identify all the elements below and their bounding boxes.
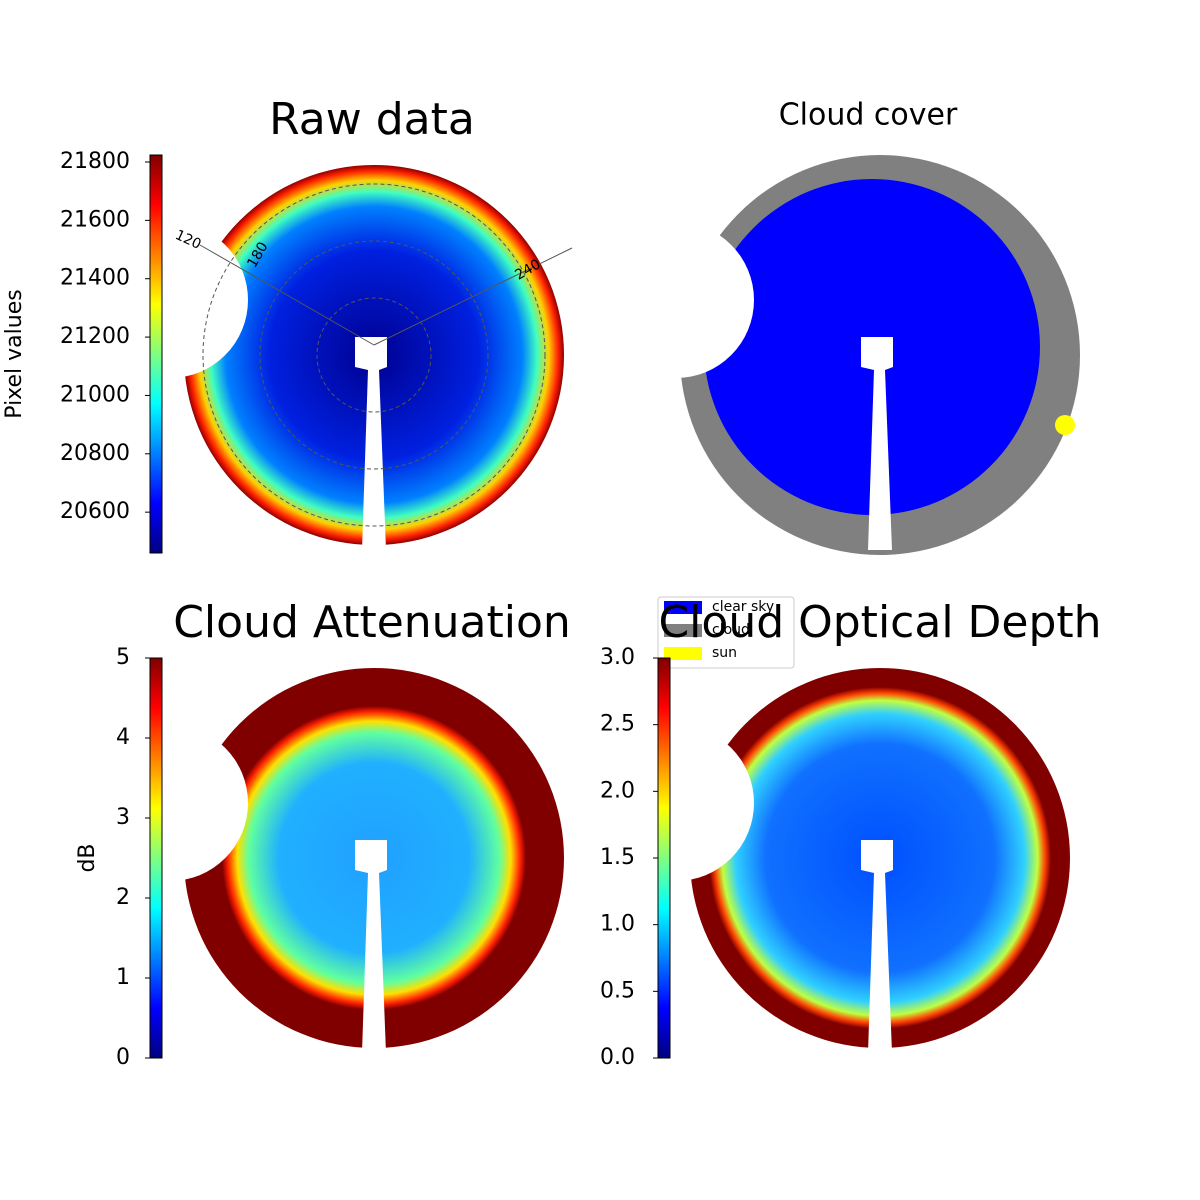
sun: [1055, 415, 1075, 435]
colorbar-tick-label: 21600: [60, 207, 130, 232]
legend-label: clear sky: [712, 599, 774, 615]
colorbar-tick-label: 1.0: [600, 912, 635, 937]
polar-grid: [316, 297, 432, 413]
colorbar-tick-label: 21800: [60, 149, 130, 174]
panel-title: Cloud Optical Depth: [658, 597, 1101, 648]
colorbar-tick-label: 20600: [60, 499, 130, 524]
colorbar: [149, 657, 163, 1059]
colorbar-tick-label: 3: [116, 805, 130, 830]
image-mask: [861, 337, 893, 550]
legend-swatch: [664, 624, 702, 637]
colorbar: [657, 657, 671, 1059]
polar-axis: [199, 244, 375, 346]
colorbar-tick-label: 21000: [60, 382, 130, 407]
colorbar-tick-label: 2: [116, 885, 130, 910]
colorbar-tick-label: 21200: [60, 324, 130, 349]
colorbar-tick-label: 2.0: [600, 778, 635, 803]
panel-title: Raw data: [269, 94, 475, 145]
colorbar-tick-label: 3.0: [600, 645, 635, 670]
image-mask: [861, 840, 893, 1053]
colorbar-tick-label: 2.5: [600, 712, 635, 737]
polar-grid: [259, 240, 489, 470]
colorbar-tick-label: 5: [116, 645, 130, 670]
image-mask: [355, 840, 387, 1053]
colorbar-label: dB: [75, 843, 100, 872]
polar-grid: [202, 183, 546, 527]
colorbar-tick-label: 1: [116, 965, 130, 990]
image-mask: [92, 725, 248, 881]
legend-label: cloud: [712, 622, 750, 638]
colorbar-tick-label: 0: [116, 1045, 130, 1070]
image-mask: [92, 222, 248, 378]
polar-axis: [373, 247, 573, 346]
image-mask: [598, 222, 754, 378]
panel-title: Cloud Attenuation: [173, 597, 571, 648]
panel-title: Cloud cover: [779, 98, 958, 133]
legend-label: sun: [712, 645, 737, 661]
colorbar-tick-label: 20800: [60, 441, 130, 466]
colorbar-tick-label: 0.5: [600, 978, 635, 1003]
legend-swatch: [664, 601, 702, 614]
colorbar-tick-label: 21400: [60, 266, 130, 291]
colorbar-tick-label: 0.0: [600, 1045, 635, 1070]
colorbar-label: Pixel values: [2, 289, 27, 418]
legend: clear sky cloud sun: [657, 596, 795, 669]
image-mask: [598, 725, 754, 881]
image-mask: [355, 337, 387, 550]
colorbar: [149, 154, 163, 554]
colorbar-tick-label: 1.5: [600, 845, 635, 870]
legend-swatch: [664, 647, 702, 660]
colorbar-tick-label: 4: [116, 725, 130, 750]
